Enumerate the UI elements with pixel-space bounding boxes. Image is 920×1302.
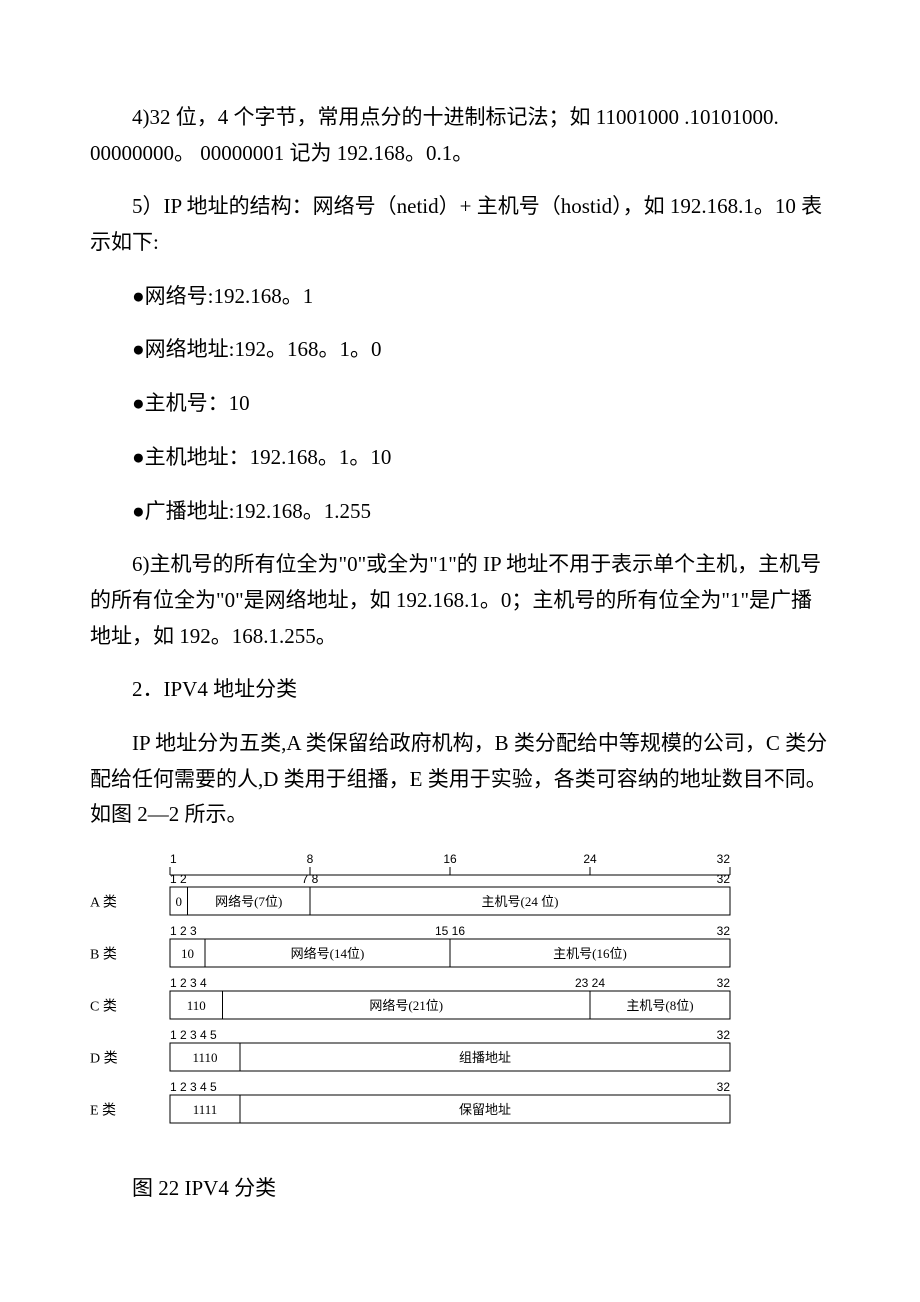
svg-text:32: 32 — [717, 1080, 731, 1094]
bullet-host-id: ●主机号：10 — [90, 386, 830, 422]
ipv4-svg: 1 8 16 24 32 1 2 7 8 32 A 类 0 网络号(7位) 主机号(24 位) 1 2 … — [90, 851, 830, 1151]
bullet-host-addr: ●主机地址：192.168。1。10 — [90, 440, 830, 476]
svg-text:32: 32 — [717, 924, 731, 938]
svg-text:32: 32 — [717, 872, 731, 886]
svg-text:网络号(14位): 网络号(14位) — [291, 946, 365, 961]
svg-text:7 8: 7 8 — [302, 872, 319, 886]
svg-text:110: 110 — [187, 998, 206, 1013]
svg-text:1 2 3 4 5: 1 2 3 4 5 — [170, 1028, 217, 1042]
svg-text:网络号(7位): 网络号(7位) — [215, 894, 282, 909]
svg-text:32: 32 — [717, 1028, 731, 1042]
paragraph-4: 4)32 位，4 个字节，常用点分的十进制标记法；如 11001000 .101… — [90, 100, 830, 171]
svg-text:网络号(21位): 网络号(21位) — [369, 998, 443, 1013]
svg-text:15 16: 15 16 — [435, 924, 465, 938]
svg-text:1111: 1111 — [193, 1102, 218, 1117]
svg-text:B 类: B 类 — [90, 947, 117, 963]
svg-text:1 2 3 4: 1 2 3 4 — [170, 976, 207, 990]
bullet-broadcast: ●广播地址:192.168。1.255 — [90, 494, 830, 530]
heading-ipv4-classes: 2．IPV4 地址分类 — [90, 672, 830, 708]
svg-text:A 类: A 类 — [90, 895, 117, 911]
svg-text:D 类: D 类 — [90, 1051, 118, 1067]
bullet-net-addr: ●网络地址:192。168。1。0 — [90, 332, 830, 368]
svg-text:24: 24 — [583, 852, 597, 866]
svg-text:主机号(16位): 主机号(16位) — [553, 946, 627, 961]
svg-text:主机号(8位): 主机号(8位) — [626, 998, 693, 1013]
svg-text:32: 32 — [717, 976, 731, 990]
svg-text:E 类: E 类 — [90, 1103, 116, 1119]
svg-text:组播地址: 组播地址 — [459, 1050, 511, 1065]
paragraph-5: 5）IP 地址的结构：网络号（netid）+ 主机号（hostid），如 192… — [90, 189, 830, 260]
svg-text:C 类: C 类 — [90, 999, 117, 1015]
svg-text:23 24: 23 24 — [575, 976, 605, 990]
svg-text:主机号(24 位): 主机号(24 位) — [482, 894, 559, 909]
ipv4-class-diagram: 1 8 16 24 32 1 2 7 8 32 A 类 0 网络号(7位) 主机号(24 位) 1 2 … — [90, 851, 830, 1151]
figure-caption: 图 22 IPV4 分类 — [90, 1171, 830, 1207]
document-page: 4)32 位，4 个字节，常用点分的十进制标记法；如 11001000 .101… — [0, 0, 920, 1285]
svg-text:32: 32 — [717, 852, 731, 866]
bullet-net-id: ●网络号:192.168。1 — [90, 279, 830, 315]
svg-text:1110: 1110 — [192, 1050, 217, 1065]
svg-text:1 2 3 4 5: 1 2 3 4 5 — [170, 1080, 217, 1094]
svg-text:1 2: 1 2 — [170, 872, 187, 886]
svg-text:16: 16 — [443, 852, 457, 866]
paragraph-7: IP 地址分为五类,A 类保留给政府机构，B 类分配给中等规模的公司，C 类分配… — [90, 726, 830, 833]
svg-text:10: 10 — [181, 946, 194, 961]
svg-text:1: 1 — [170, 852, 177, 866]
svg-text:0: 0 — [176, 894, 183, 909]
svg-text:1 2 3: 1 2 3 — [170, 924, 197, 938]
svg-text:8: 8 — [307, 852, 314, 866]
svg-text:保留地址: 保留地址 — [459, 1102, 511, 1117]
paragraph-6: 6)主机号的所有位全为"0"或全为"1"的 IP 地址不用于表示单个主机，主机号… — [90, 547, 830, 654]
